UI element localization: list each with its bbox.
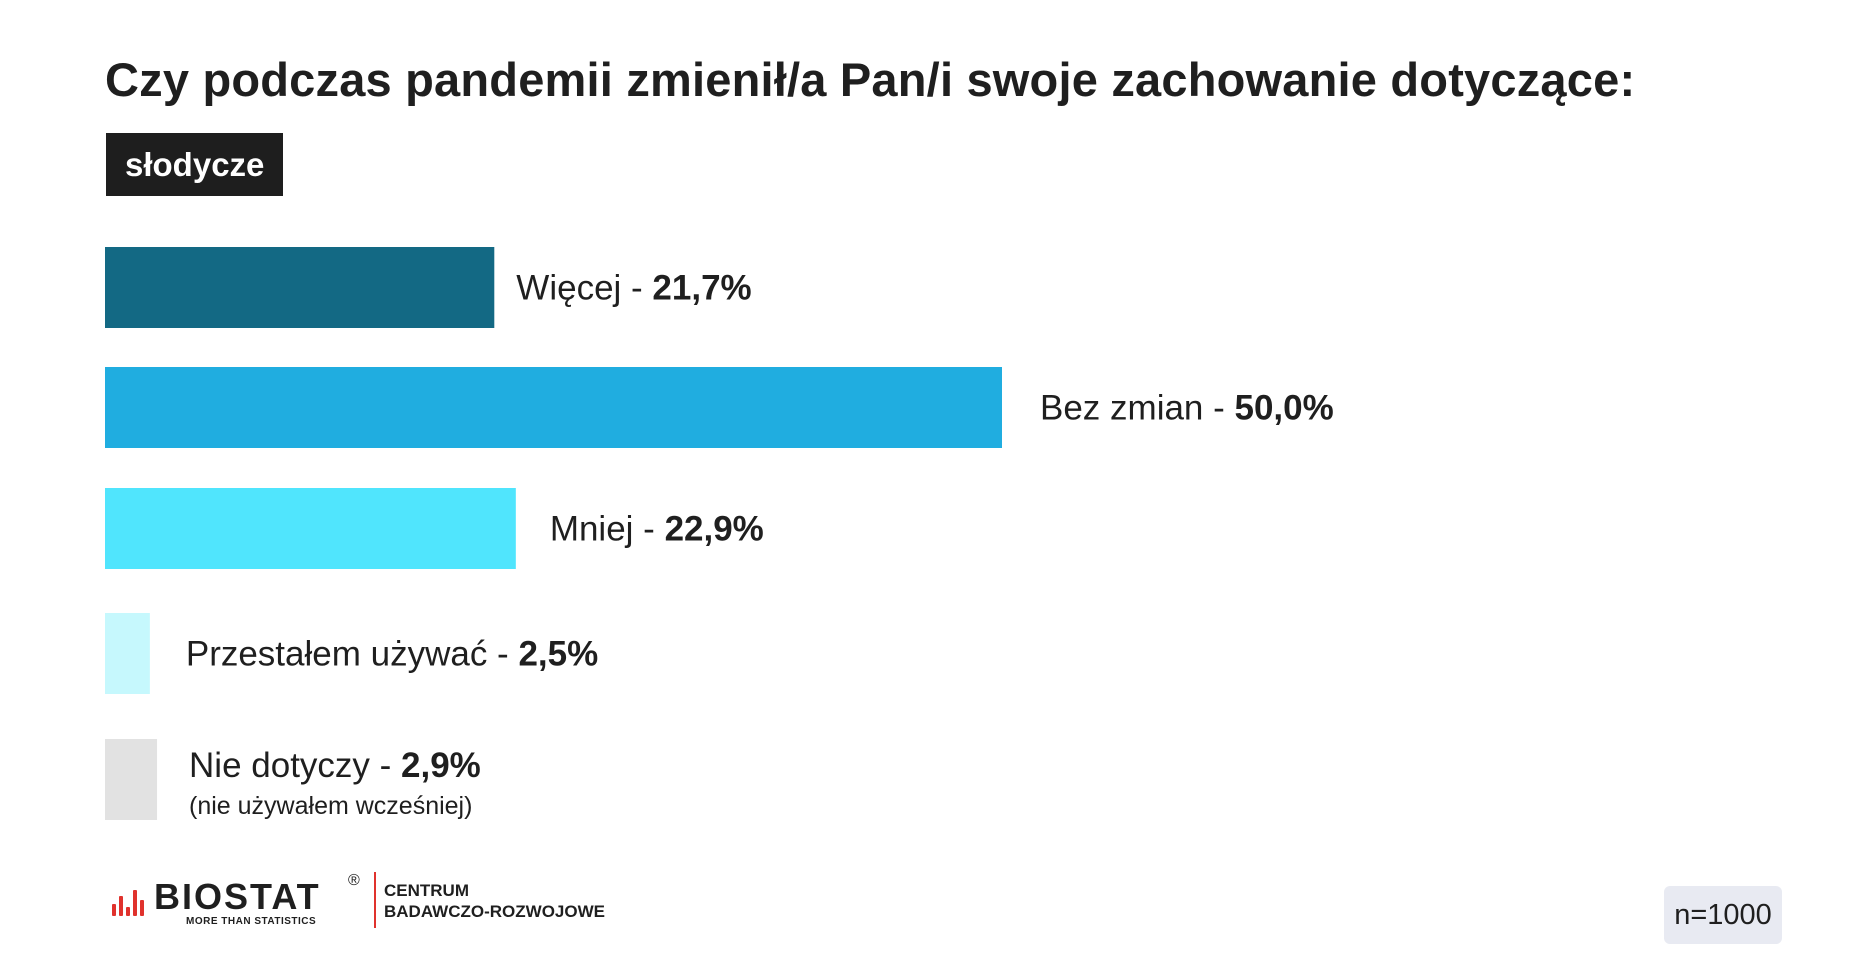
logo-brand-name: BIOSTAT xyxy=(154,876,321,917)
value-label-wiecej: 21,7% xyxy=(652,269,751,308)
category-label-nie-dotyczy: Nie dotyczy - xyxy=(189,746,401,785)
category-label-bez-zmian: Bez zmian - xyxy=(1040,389,1235,428)
value-label-nie-dotyczy: 2,9% xyxy=(401,746,481,785)
value-label-bez-zmian: 50,0% xyxy=(1235,389,1334,428)
category-tag: słodycze xyxy=(106,133,284,196)
bar-chart-logo-icon xyxy=(112,886,144,916)
bar-label-wiecej: Więcej - 21,7% xyxy=(516,269,751,308)
bar-label-przestalem-uzywac: Przestałem używać - 2,5% xyxy=(186,635,598,674)
category-label-przestalem-uzywac: Przestałem używać - xyxy=(186,635,519,674)
category-label-mniej: Mniej - xyxy=(550,510,665,549)
biostat-logo: BIOSTAT ® MORE THAN STATISTICS CENTRUM B… xyxy=(112,872,632,928)
logo-divider xyxy=(374,872,376,928)
bar-label-mniej: Mniej - 22,9% xyxy=(550,510,764,549)
logo-subtitle-line1: CENTRUM xyxy=(384,881,469,900)
category-label-wiecej: Więcej - xyxy=(516,269,652,308)
bar-nie-dotyczy xyxy=(105,739,158,820)
logo-tagline: MORE THAN STATISTICS xyxy=(186,916,317,927)
logo-subtitle: CENTRUM BADAWCZO-ROZWOJOWE xyxy=(384,880,605,922)
bar-label-nie-dotyczy: Nie dotyczy - 2,9% xyxy=(189,746,481,785)
bar-label-bez-zmian: Bez zmian - 50,0% xyxy=(1040,389,1334,428)
bar-note-nie-dotyczy: (nie używałem wcześniej) xyxy=(189,792,472,820)
bar-bez-zmian xyxy=(105,367,1002,448)
bar-przestalem-uzywac xyxy=(105,613,150,694)
value-label-przestalem-uzywac: 2,5% xyxy=(518,635,598,674)
value-label-mniej: 22,9% xyxy=(665,510,764,549)
chart-title: Czy podczas pandemii zmienił/a Pan/i swo… xyxy=(105,53,1636,106)
logo-subtitle-line2: BADAWCZO-ROZWOJOWE xyxy=(384,902,605,921)
registered-mark: ® xyxy=(348,872,360,889)
sample-size-badge: n=1000 xyxy=(1664,886,1782,944)
bar-wiecej xyxy=(105,247,495,328)
bar-mniej xyxy=(105,488,516,569)
